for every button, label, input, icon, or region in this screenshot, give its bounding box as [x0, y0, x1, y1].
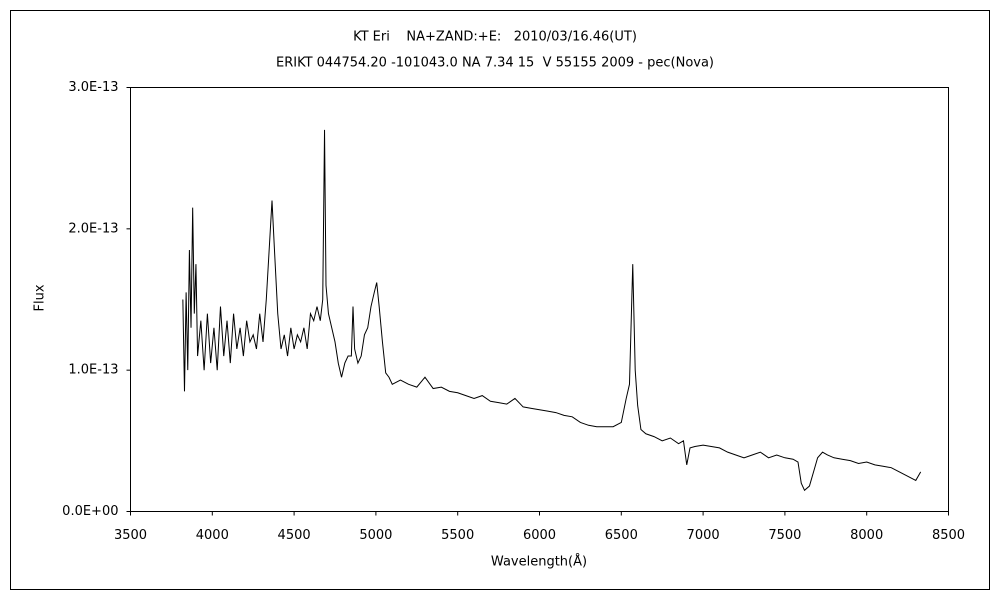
x-tick-label: 5500 — [441, 528, 474, 543]
x-tick-label: 6000 — [523, 528, 556, 543]
spectrum-line — [182, 129, 922, 492]
y-tick-label: 3.0E-13 — [68, 80, 118, 95]
y-tick-label: 2.0E-13 — [68, 221, 118, 236]
chart-subtitle: ERIKT 044754.20 -101043.0 NA 7.34 15 V 5… — [276, 56, 714, 71]
x-tick-label: 8000 — [850, 528, 883, 543]
chart-frame — [10, 10, 990, 590]
y-tick-label: 0.0E+00 — [62, 504, 118, 519]
x-axis-label: Wavelength(Å) — [491, 554, 587, 570]
x-tick-label: 7500 — [768, 528, 801, 543]
x-tick-label: 4500 — [278, 528, 311, 543]
x-tick-label: 3500 — [114, 528, 147, 543]
chart-title: KT Eri NA+ZAND:+E: 2010/03/16.46(UT) — [353, 30, 637, 45]
x-tick-label: 7000 — [687, 528, 720, 543]
y-axis-label: Flux — [33, 284, 48, 311]
x-tick-label: 6500 — [605, 528, 638, 543]
x-tick-label: 8500 — [932, 528, 965, 543]
x-tick-label: 5000 — [359, 528, 392, 543]
y-tick-label: 1.0E-13 — [68, 363, 118, 378]
x-tick-label: 4000 — [196, 528, 229, 543]
